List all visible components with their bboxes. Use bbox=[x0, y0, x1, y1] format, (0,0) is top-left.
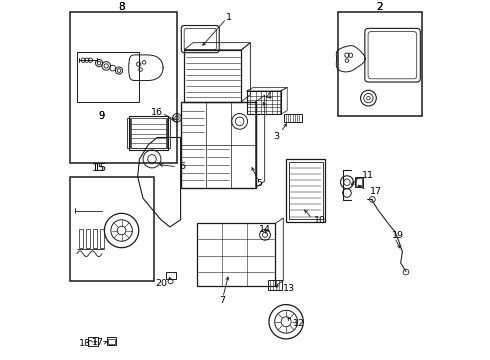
Bar bbox=[166, 272, 175, 279]
Text: 10: 10 bbox=[314, 216, 326, 225]
Bar bbox=[108, 338, 115, 344]
Text: 17: 17 bbox=[369, 187, 382, 196]
Bar bbox=[356, 178, 362, 186]
Text: 13: 13 bbox=[283, 284, 295, 293]
Text: 17: 17 bbox=[93, 338, 104, 347]
Text: 19: 19 bbox=[392, 231, 404, 240]
Text: 16: 16 bbox=[151, 108, 163, 117]
Bar bbox=[93, 229, 97, 248]
Text: 3: 3 bbox=[273, 131, 280, 140]
Bar bbox=[268, 279, 282, 289]
Bar bbox=[196, 223, 275, 286]
Bar bbox=[338, 12, 422, 116]
Text: 15: 15 bbox=[92, 163, 105, 173]
Text: 1: 1 bbox=[226, 13, 232, 22]
Bar bbox=[355, 177, 363, 187]
Bar bbox=[289, 162, 322, 219]
Bar bbox=[127, 118, 130, 148]
Bar bbox=[130, 118, 166, 148]
Text: 6: 6 bbox=[179, 162, 186, 171]
Bar bbox=[284, 114, 302, 122]
Text: 15: 15 bbox=[94, 163, 107, 173]
Text: 11: 11 bbox=[362, 171, 374, 180]
Text: 8: 8 bbox=[118, 2, 125, 12]
Text: 14: 14 bbox=[259, 225, 271, 234]
Bar bbox=[286, 159, 325, 221]
Text: 9: 9 bbox=[99, 111, 105, 121]
Bar bbox=[167, 118, 170, 148]
Bar bbox=[107, 337, 116, 345]
Bar bbox=[129, 116, 168, 150]
Bar bbox=[184, 50, 242, 102]
Text: 9: 9 bbox=[99, 111, 105, 121]
Bar bbox=[70, 177, 154, 280]
Text: 5: 5 bbox=[256, 180, 262, 189]
Text: 2: 2 bbox=[376, 2, 383, 12]
Bar bbox=[86, 229, 90, 248]
Bar bbox=[77, 51, 140, 102]
Text: 12: 12 bbox=[294, 319, 305, 328]
Bar bbox=[88, 337, 98, 346]
Text: 7: 7 bbox=[219, 296, 225, 305]
Bar bbox=[70, 12, 177, 162]
Bar bbox=[78, 229, 83, 248]
Text: 20: 20 bbox=[156, 279, 168, 288]
Text: 4: 4 bbox=[266, 92, 271, 101]
Text: 18: 18 bbox=[78, 339, 91, 348]
Text: 8: 8 bbox=[118, 2, 125, 12]
Bar bbox=[100, 229, 104, 248]
Bar bbox=[181, 102, 256, 188]
Bar bbox=[247, 91, 281, 114]
Text: 2: 2 bbox=[376, 2, 383, 12]
